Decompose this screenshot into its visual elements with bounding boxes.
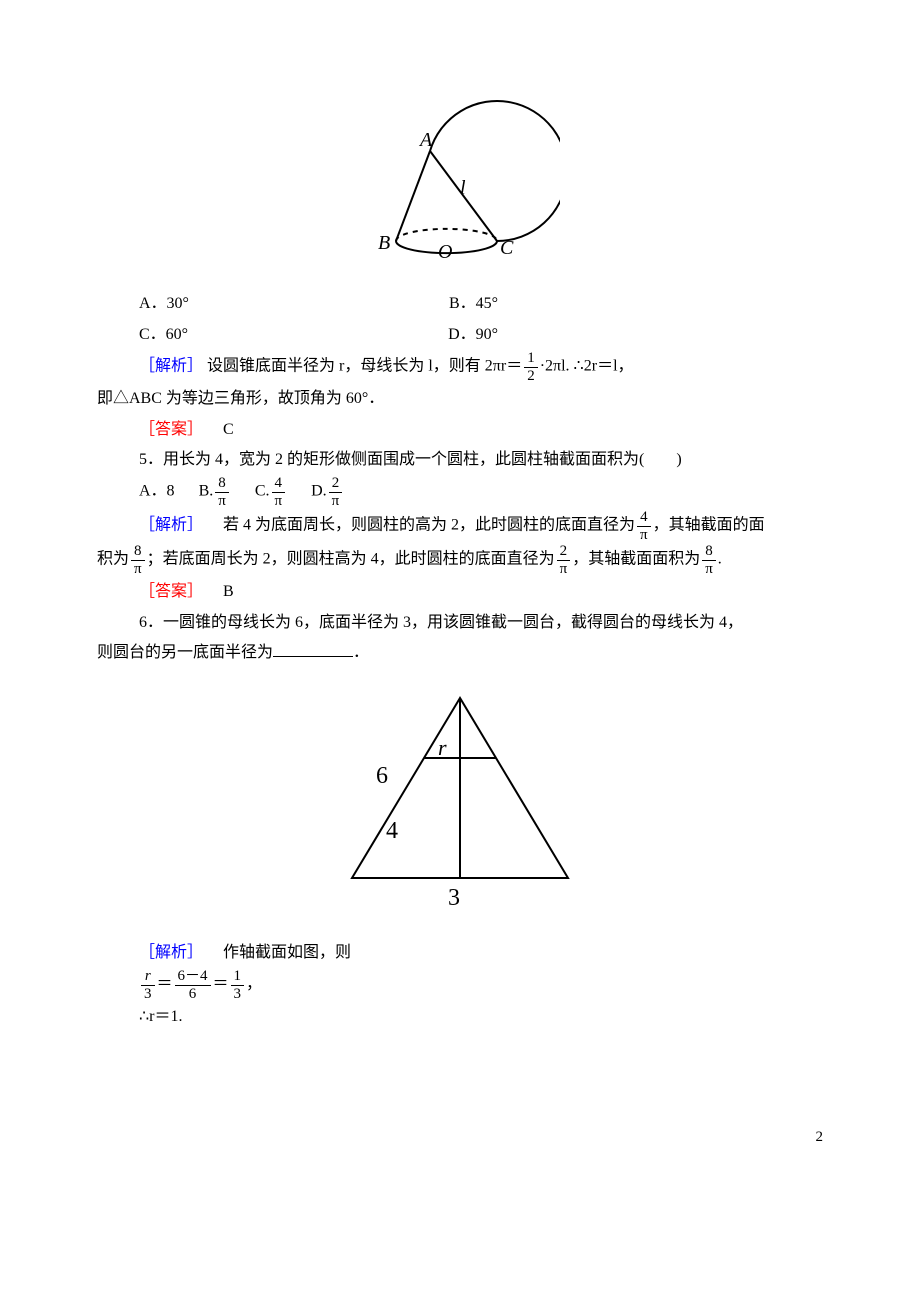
q4-analysis: ［解析］ 设圆锥底面半径为 r，母线长为 l，则有 2πr＝12·2πl. ∴2…	[139, 350, 823, 384]
q4-option-B: B．45°	[449, 289, 498, 319]
figure-cone-unfold: A l B O C	[97, 54, 823, 275]
page-number: 2	[0, 1123, 920, 1152]
q4-answer: ［答案］ C	[139, 415, 823, 445]
label-O: O	[438, 241, 452, 263]
q5-options: A．8 B.8π C.4π D.2π	[139, 475, 823, 509]
q4-analysis-text2: ·2πl. ∴2r＝l，	[540, 358, 634, 375]
analysis-label: ［解析］	[139, 944, 203, 961]
frac-1-2: 12	[524, 350, 538, 384]
label-l: l	[460, 177, 466, 199]
q4-option-C: C．60°	[139, 320, 188, 350]
q4-option-D: D．90°	[448, 320, 498, 350]
label-C: C	[500, 237, 514, 259]
answer-label: ［答案］	[139, 583, 203, 600]
q6-stem: 6．一圆锥的母线长为 6，底面半径为 3，用该圆锥截一圆台，截得圆台的母线长为 …	[139, 608, 823, 638]
label-6: 6	[376, 763, 388, 789]
q5-stem: 5．用长为 4，宽为 2 的矩形做侧面围成一个圆柱，此圆柱轴截面面积为( )	[139, 445, 823, 475]
answer-label: ［答案］	[139, 421, 203, 438]
q6-conclusion: ∴r＝1.	[139, 1002, 823, 1032]
label-r: r	[438, 735, 447, 760]
q4-analysis-text1: 设圆锥底面半径为 r，母线长为 l，则有 2πr＝	[207, 358, 522, 375]
q5-option-B: B.	[199, 483, 214, 500]
q5-option-D: D.	[311, 483, 327, 500]
figure-frustum-cross-section: 6 4 3 r	[97, 683, 823, 924]
analysis-label: ［解析］	[139, 358, 203, 375]
q6-stem-cont: 则圆台的另一底面半径为．	[97, 638, 823, 668]
fill-blank	[273, 640, 353, 657]
label-4: 4	[386, 818, 398, 844]
label-A: A	[418, 129, 433, 151]
q5-option-A: A．8	[139, 483, 175, 500]
label-B: B	[378, 232, 390, 254]
q5-option-C: C.	[255, 483, 270, 500]
q6-equation: r3＝6－46＝13，	[139, 968, 823, 1002]
q5-answer-value: B	[223, 583, 234, 600]
q4-answer-value: C	[223, 421, 234, 438]
q4-option-A: A．30°	[139, 289, 189, 319]
q4-analysis-line2: 即△ABC 为等边三角形，故顶角为 60°．	[97, 384, 823, 414]
q5-answer: ［答案］ B	[139, 577, 823, 607]
label-3: 3	[448, 885, 460, 911]
analysis-label: ［解析］	[139, 517, 203, 534]
q5-analysis-cont: 积为8π；若底面周长为 2，则圆柱高为 4，此时圆柱的底面直径为2π，其轴截面面…	[97, 543, 823, 577]
q5-analysis: ［解析］ 若 4 为底面周长，则圆柱的高为 2，此时圆柱的底面直径为4π，其轴截…	[139, 509, 823, 543]
q6-analysis: ［解析］ 作轴截面如图，则	[139, 938, 823, 968]
